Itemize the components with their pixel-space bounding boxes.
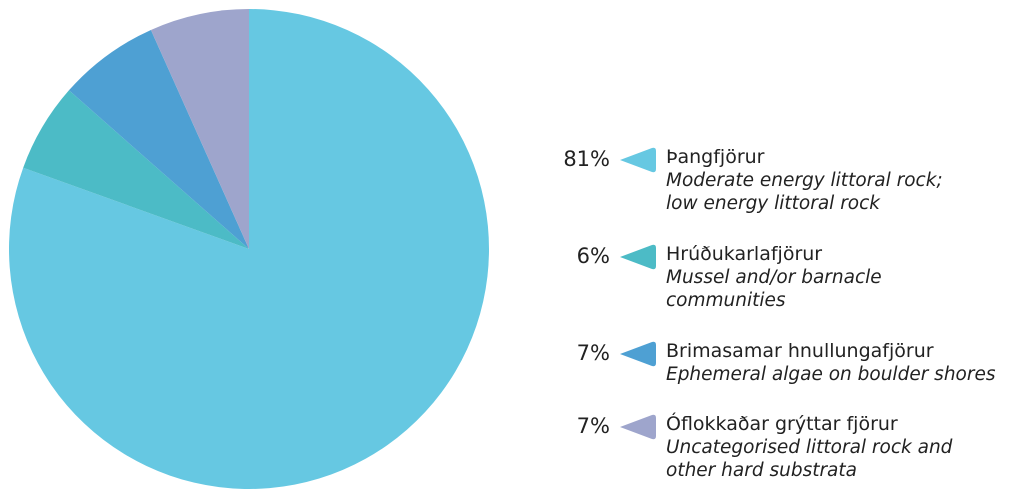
legend-percent: 7% — [548, 342, 610, 364]
legend-description: Mussel and/or barnacle — [666, 266, 1035, 289]
legend-percent: 81% — [548, 148, 610, 170]
legend-marker-icon — [618, 413, 658, 441]
legend-name: Hrúðukarlafjörur — [666, 243, 1035, 266]
legend-marker-icon — [618, 340, 658, 368]
legend-percent: 7% — [548, 415, 610, 437]
pie-chart — [0, 0, 500, 491]
legend-marker-icon — [618, 243, 658, 271]
legend-name: Óflokkaðar grýttar fjörur — [666, 413, 1035, 436]
legend-percent: 6% — [548, 245, 610, 267]
legend-description: low energy littoral rock — [666, 192, 1035, 215]
legend-marker-icon — [618, 146, 658, 174]
legend-description: other hard substrata — [666, 459, 1035, 482]
legend: 81% Þangfjörur Moderate energy littoral … — [548, 0, 1035, 491]
legend-name: Þangfjörur — [666, 146, 1035, 169]
legend-description: communities — [666, 289, 1035, 312]
legend-description: Uncategorised littoral rock and — [666, 436, 1035, 459]
legend-description: Moderate energy littoral rock; — [666, 169, 1035, 192]
legend-description: Ephemeral algae on boulder shores — [666, 363, 1035, 386]
legend-name: Brimasamar hnullungafjörur — [666, 340, 1035, 363]
